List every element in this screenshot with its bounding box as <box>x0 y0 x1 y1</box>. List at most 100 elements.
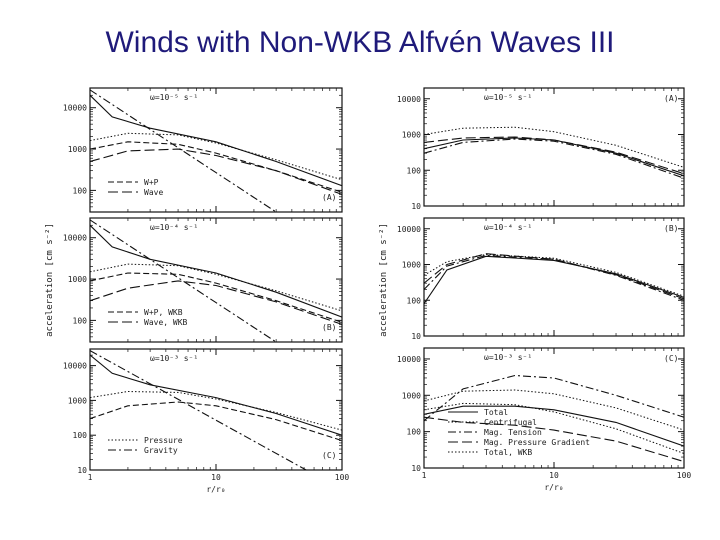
y-tick-label: 10000 <box>397 95 421 104</box>
x-axis-label: r/r₀ <box>206 485 225 494</box>
y-tick-label: 10000 <box>63 234 87 243</box>
x-axis-label: r/r₀ <box>544 483 563 492</box>
legend-label: Mag. Tension <box>484 428 542 437</box>
omega-annotation: ω=10⁻⁵ s⁻¹ <box>484 93 532 102</box>
series-mag-tension <box>424 254 684 301</box>
y-tick-label: 1000 <box>402 391 421 400</box>
legend-label: W+P, WKB <box>144 308 183 317</box>
x-tick-label: 100 <box>335 473 350 482</box>
y-tick-label: 1000 <box>68 396 87 405</box>
series-total <box>424 405 684 447</box>
x-tick-label: 1 <box>88 473 93 482</box>
panel-right-B: 10000 1000 100 10 ω=10⁻⁴ s⁻¹ (B) <box>397 217 685 341</box>
series-w-p-wkb <box>90 272 342 323</box>
series-total-wkb <box>424 402 684 454</box>
y-tick-label: 100 <box>73 186 88 195</box>
slide-title: Winds with Non-WKB Alfvén Waves III <box>105 26 615 59</box>
y-tick-label: 1000 <box>68 145 87 154</box>
series-group <box>90 350 342 470</box>
panel-label: (C) <box>322 451 336 460</box>
series-total <box>90 94 342 187</box>
y-tick-label: 10 <box>411 464 421 473</box>
series-group <box>424 253 684 305</box>
legend-label: Gravity <box>144 446 178 455</box>
panel-label: (B) <box>664 224 678 233</box>
y-tick-label: 1000 <box>68 275 87 284</box>
omega-annotation: ω=10⁻³ s⁻¹ <box>484 353 532 362</box>
y-tick-label: 100 <box>407 296 422 305</box>
series-group <box>90 89 342 212</box>
series-centrifugal <box>424 389 684 431</box>
series-gravity <box>90 89 278 212</box>
series-total-wkb <box>90 263 342 312</box>
x-tick-label: 1 <box>422 471 427 480</box>
x-tick-label: 10 <box>549 471 559 480</box>
x-tick-label: 10 <box>211 473 221 482</box>
series-gravity <box>90 219 278 342</box>
panel-frame <box>423 87 685 207</box>
series-wave <box>90 148 342 195</box>
omega-annotation: ω=10⁻⁵ s⁻¹ <box>150 93 198 102</box>
panel-label: (B) <box>322 323 336 332</box>
omega-annotation: ω=10⁻⁴ s⁻¹ <box>484 223 532 232</box>
panel-label: (A) <box>322 193 336 202</box>
legend-label: Total <box>484 408 508 417</box>
series-wave-wkb <box>90 280 342 325</box>
legend-label: Mag. Pressure Gradient <box>484 438 590 447</box>
series-centrifugal <box>424 126 684 168</box>
legend-label: W+P <box>144 178 159 187</box>
panel-label: (A) <box>664 94 678 103</box>
y-tick-label: 10000 <box>63 104 87 113</box>
panel-label: (C) <box>664 354 678 363</box>
y-tick-label: 100 <box>407 428 422 437</box>
panel-frame <box>89 348 343 471</box>
legend-label: Pressure <box>144 436 183 445</box>
panel-frame <box>89 87 343 213</box>
y-tick-label: 10 <box>411 202 421 211</box>
series-mag-tension <box>424 138 684 179</box>
panel-left-C: 10000 1000 100 10 ω=10⁻³ s⁻¹ (C) PressureGravi… <box>63 348 350 494</box>
series-total <box>424 255 684 305</box>
series-group <box>90 219 342 342</box>
y-tick-label: 10000 <box>63 362 87 371</box>
y-tick-label: 100 <box>73 316 88 325</box>
series-total <box>90 354 342 436</box>
series-mag-tension <box>424 374 684 422</box>
right-y-axis-label: acceleration [cm s⁻²] <box>379 223 389 337</box>
y-tick-label: 10 <box>411 332 421 341</box>
series-mag-pressure-gradient <box>424 136 684 175</box>
y-tick-label: 100 <box>407 166 422 175</box>
left-y-axis-label: acceleration [cm s⁻²] <box>45 223 55 337</box>
legend-label: Wave <box>144 188 163 197</box>
series-mag-pressure-gradient <box>424 416 684 463</box>
legend-label: Centrifugal <box>484 418 537 427</box>
x-tick-label: 100 <box>677 471 692 480</box>
y-tick-label: 10000 <box>397 225 421 234</box>
series-total <box>90 224 342 318</box>
series-group <box>424 126 684 179</box>
panel-frame <box>423 217 685 337</box>
legend-label: Total, WKB <box>484 448 532 457</box>
series-total <box>424 137 684 177</box>
y-tick-label: 10000 <box>397 355 421 364</box>
series-group <box>424 374 684 463</box>
legend-label: Wave, WKB <box>144 318 188 327</box>
series-pressure <box>90 390 342 431</box>
series-centrifugal <box>424 253 684 297</box>
panel-right-C: 10000 1000 100 10 ω=10⁻³ s⁻¹ (C) TotalCentrifu… <box>397 347 692 492</box>
panel-frame <box>89 217 343 343</box>
y-tick-label: 100 <box>73 431 88 440</box>
y-tick-label: 1000 <box>402 261 421 270</box>
series-w-p <box>90 401 342 442</box>
omega-annotation: ω=10⁻³ s⁻¹ <box>150 354 198 363</box>
series-mag-pressure-gradient <box>424 253 684 300</box>
series-total-wkb <box>90 132 342 181</box>
panel-right-A: 10000 1000 100 10 ω=10⁻⁵ s⁻¹ (A) <box>397 87 685 211</box>
omega-annotation: ω=10⁻⁴ s⁻¹ <box>150 223 198 232</box>
y-tick-label: 1000 <box>402 131 421 140</box>
series-w-p <box>90 141 342 193</box>
y-tick-label: 10 <box>77 466 87 475</box>
